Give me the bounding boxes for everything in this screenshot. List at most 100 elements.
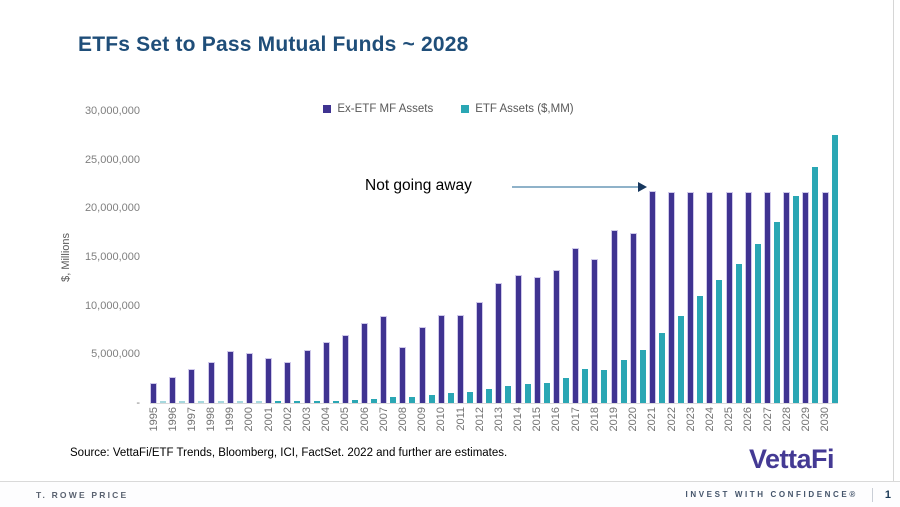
- bar-group: 2020: [627, 111, 646, 431]
- etf-assets-bar: [409, 397, 416, 403]
- y-tick-label: -: [136, 397, 140, 409]
- etf-assets-bar: [543, 383, 550, 403]
- bar-group: 2023: [685, 111, 704, 431]
- bar-group: 2003: [301, 111, 320, 431]
- mf-assets-bar: [610, 230, 618, 403]
- etf-assets-bar: [639, 350, 646, 403]
- mf-assets-bar: [764, 192, 771, 403]
- mf-assets-bar: [399, 347, 407, 403]
- bar-group: 2026: [742, 111, 761, 431]
- etf-assets-bar: [275, 401, 282, 403]
- bar-group: 2006: [359, 111, 378, 431]
- bar-group: 2010: [435, 111, 454, 431]
- bar-group: 2030: [819, 111, 838, 431]
- bar-group: 1998: [205, 111, 224, 431]
- bar-group: 1996: [167, 111, 186, 431]
- etf-assets-bar: [294, 401, 301, 403]
- bar-group: 2024: [704, 111, 723, 431]
- mf-assets-bar: [284, 362, 292, 403]
- bar-group: 2002: [282, 111, 301, 431]
- legend-item-etf: ETF Assets ($,MM): [461, 103, 574, 115]
- mf-assets-bar: [706, 192, 714, 403]
- x-tick-label: 2030: [819, 407, 832, 432]
- mf-assets-bar: [380, 316, 388, 403]
- bar-group: 2017: [570, 111, 589, 431]
- bar-group: 2019: [608, 111, 627, 431]
- footer-divider: [871, 487, 873, 502]
- etf-assets-bar: [160, 401, 166, 403]
- etf-assets-bar: [562, 378, 569, 403]
- mf-assets-bar: [169, 377, 177, 403]
- mf-assets-bar: [361, 323, 369, 403]
- mf-assets-bar: [322, 342, 330, 403]
- bar-group: 2004: [320, 111, 339, 431]
- mf-assets-bar: [533, 277, 541, 403]
- etf-assets-bar: [716, 280, 723, 403]
- etf-assets-bar: [774, 222, 780, 403]
- bar-group: 1999: [224, 111, 243, 431]
- etf-assets-bar: [831, 135, 838, 403]
- etf-assets-bar: [524, 384, 531, 403]
- chart-legend: Ex-ETF MF Assets ETF Assets ($,MM): [100, 103, 797, 115]
- etf-assets-bar: [812, 167, 819, 403]
- bar-group: 2028: [781, 111, 800, 431]
- etf-assets-bar: [371, 399, 378, 403]
- mf-assets-bar: [303, 350, 311, 403]
- etf-assets-bar: [467, 392, 473, 403]
- etf-assets-bar: [620, 360, 627, 403]
- mf-assets-bar: [591, 259, 599, 403]
- mf-assets-bar: [802, 192, 810, 403]
- etf-assets-bar: [678, 316, 685, 403]
- bar-group: 2009: [416, 111, 435, 431]
- bar-group: 2016: [550, 111, 569, 431]
- footer-bar: T. ROWE PRICE INVEST WITH CONFIDENCE® 1: [0, 481, 900, 507]
- etf-assets-bar: [179, 401, 186, 403]
- mf-assets-bar: [629, 233, 637, 403]
- bar-group: 2005: [339, 111, 358, 431]
- mf-assets-bar: [457, 315, 464, 403]
- y-tick-label: 25,000,000: [84, 153, 140, 166]
- etf-assets-bar: [198, 401, 205, 403]
- mf-assets-bar: [687, 192, 695, 403]
- etf-assets-bar: [313, 401, 320, 403]
- etf-assets-bar: [735, 264, 742, 403]
- bar-group: 2008: [397, 111, 416, 431]
- vettafi-logo: VettaFi: [749, 444, 835, 474]
- etf-assets-bar: [351, 400, 358, 403]
- page-title: ETFs Set to Pass Mutual Funds ~ 2028: [78, 33, 469, 56]
- y-tick-label: 30,000,000: [84, 105, 140, 117]
- etf-assets-bar: [601, 370, 608, 403]
- source-note: Source: VettaFi/ETF Trends, Bloomberg, I…: [70, 447, 508, 459]
- etf-assets-bar: [486, 389, 493, 403]
- bar-group: 2013: [493, 111, 512, 431]
- mf-assets-bar: [821, 192, 829, 403]
- bar-group: 2014: [512, 111, 531, 431]
- y-tick-label: 10,000,000: [84, 299, 140, 312]
- etf-assets-bar: [793, 196, 800, 403]
- mf-assets-bar: [648, 191, 656, 403]
- bar-group: 2011: [455, 111, 473, 431]
- etf-assets-bar: [505, 386, 512, 403]
- bar-group: 2025: [723, 111, 742, 431]
- mf-assets-bar: [476, 302, 484, 403]
- bar-group: 2027: [762, 111, 780, 431]
- chart-annotation: Not going away: [365, 177, 472, 194]
- etf-assets-bar: [697, 296, 704, 403]
- mf-assets-bar: [207, 362, 215, 403]
- annotation-arrow-line: [512, 186, 640, 188]
- mf-assets-bar: [226, 351, 234, 403]
- mf-assets-bar: [552, 270, 560, 403]
- etf-assets-bar: [255, 401, 262, 403]
- mf-assets-bar: [341, 335, 349, 403]
- footer-brand: T. ROWE PRICE: [36, 489, 129, 500]
- bar-group: 1997: [186, 111, 205, 431]
- mf-assets-bar: [265, 358, 273, 403]
- mf-assets-bar: [725, 192, 733, 403]
- mf-assets-bar: [668, 192, 676, 403]
- bar-group: 2007: [378, 111, 397, 431]
- annotation-arrow-icon: [638, 182, 647, 192]
- mf-assets-bar: [514, 275, 522, 403]
- etf-assets-bar: [390, 397, 397, 403]
- mf-assets-bar: [572, 248, 580, 403]
